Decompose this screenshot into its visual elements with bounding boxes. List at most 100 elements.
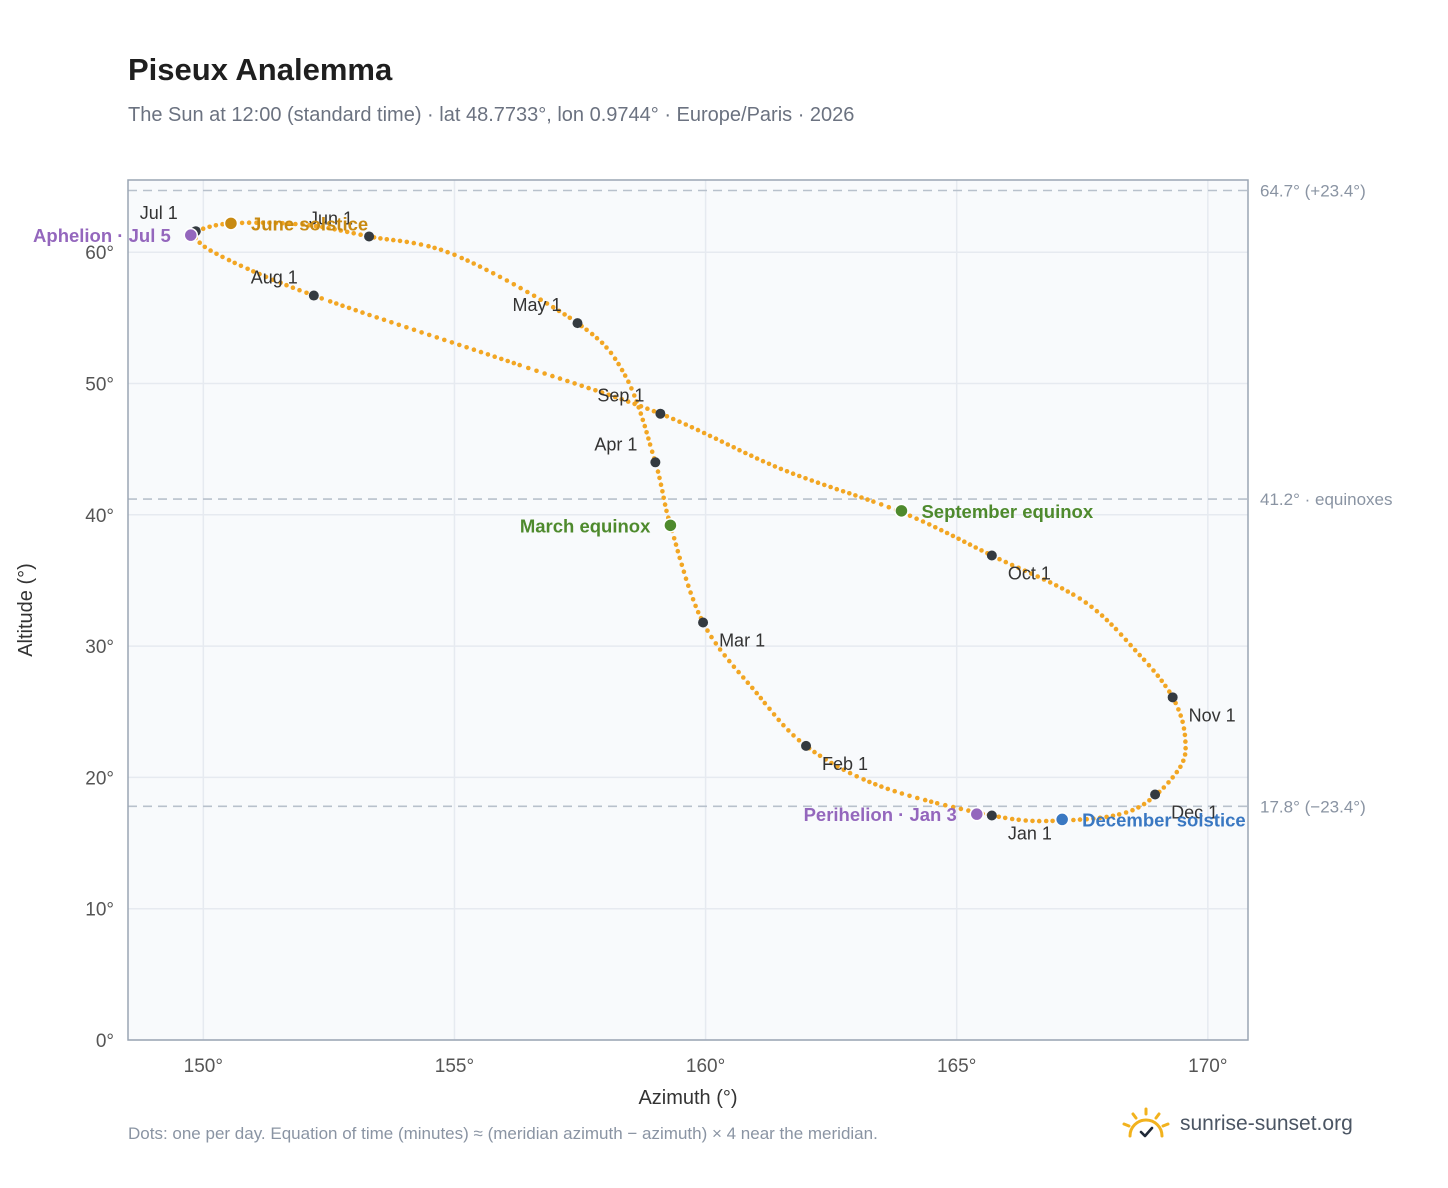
day-dot [784,469,790,474]
day-dot [786,728,791,733]
brand-logo[interactable]: sunrise-sunset.org [1120,1102,1353,1146]
day-dot [1141,657,1147,663]
day-dot [791,733,796,738]
day-dot [1041,577,1047,582]
day-dot [1091,816,1096,821]
day-dot [683,576,689,581]
day-dot [278,280,283,286]
day-dot [892,788,897,794]
event-markers: June solstice December solstice March equi… [33,213,1246,830]
event-label: September equinox [921,501,1093,522]
day-dot [220,254,225,260]
day-dot [327,299,333,304]
day-dot [358,232,363,237]
event-label: Aphelion · Jul 5 [33,225,171,246]
day-dot [270,277,276,283]
day-dot [1110,813,1116,819]
event-marker [894,503,909,519]
day-dot [1159,678,1164,684]
day-dot [1116,812,1122,817]
day-dot [606,392,611,398]
day-dot [1071,817,1076,823]
day-dot [1136,805,1141,810]
y-tick-label: 10° [85,900,114,921]
month-marker [698,617,709,628]
day-dot [661,495,666,501]
day-dot [378,236,383,241]
day-dot [1009,816,1015,822]
brand-name: sunrise-sunset.org [1180,1112,1353,1135]
day-dot [1183,739,1188,744]
day-dot [693,603,698,609]
day-dot [758,695,764,701]
day-dot [1009,562,1015,568]
day-dot [497,274,503,280]
day-dot [360,310,365,315]
day-dot [778,466,784,472]
day-dot [719,439,725,444]
day-dot [332,227,337,232]
footnote: Dots: one per day. Equation of time (min… [128,1124,878,1143]
day-dot [797,473,802,479]
day-dot [438,247,444,253]
day-dot [459,255,465,261]
day-dot [344,229,350,235]
day-dot [790,471,796,477]
day-dot [313,223,319,229]
day-dot [933,525,938,530]
day-dot [683,422,689,427]
day-dot [966,808,971,813]
day-dot [660,489,665,494]
month-marker [801,740,812,751]
day-dot [1104,814,1109,820]
day-dot [1035,574,1040,579]
day-dot [263,274,269,280]
day-dot [886,504,892,510]
day-dot [526,365,531,371]
day-dot [815,480,821,486]
event-marker [663,518,678,533]
day-dot [238,263,244,269]
day-dot [651,408,657,414]
day-dot [300,222,305,227]
day-dot [626,379,631,385]
day-dot [202,244,208,250]
day-dot [695,609,701,615]
day-dot [260,220,266,225]
day-dot [612,394,618,400]
day-dot [1016,817,1021,823]
day-dot [956,536,961,542]
day-dot [943,802,948,808]
day-dot [1109,622,1114,627]
day-dot [1163,683,1168,689]
x-tick-label: 155° [435,1056,474,1077]
day-dot [646,436,651,441]
month-label: Jul 1 [140,203,178,223]
day-dot [619,367,625,373]
day-dot [731,664,737,669]
day-dot [859,495,864,500]
day-dot [1047,580,1053,585]
day-dot [389,320,394,325]
day-dot [257,271,262,277]
day-dot [1137,652,1142,658]
day-dot [1050,818,1055,824]
day-dot [457,342,462,348]
day-dot [1094,608,1100,614]
day-dot [419,330,424,335]
day-dot [762,700,768,706]
reference-lines: 64.7° (+23.4°) 41.2° · equinoxes 17.8° (−2… [128,182,1393,816]
day-dot [644,430,649,435]
day-dot [200,226,206,231]
day-dot [1176,707,1181,712]
month-label: Mar 1 [719,630,765,650]
day-dot [873,782,878,787]
day-dot [899,791,905,796]
day-dot [645,406,650,412]
day-dot [542,371,547,376]
day-dot [367,312,372,318]
axis-ticks: 150° 155° 160° 165° 170° 0° 10° 20° 30° 40° 50° 60° [85,243,1227,1077]
day-dot [834,486,840,492]
day-dot [939,527,944,533]
day-dot [950,533,956,539]
